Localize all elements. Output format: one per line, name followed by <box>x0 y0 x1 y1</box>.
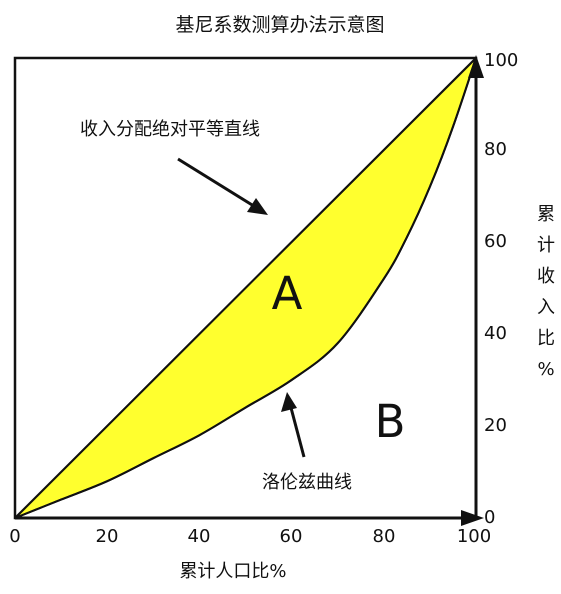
y-axis-title-char: % <box>537 359 554 380</box>
area-a-label: A <box>272 267 303 320</box>
x-tick-0: 0 <box>9 526 20 547</box>
y-axis-ticks: 0 20 40 60 80 100 <box>484 50 518 528</box>
x-axis-title: 累计人口比% <box>179 561 286 582</box>
area-b-label: B <box>375 395 406 448</box>
lorenz-curve <box>14 57 477 519</box>
x-axis-ticks: 0 20 40 60 80 100 <box>9 526 491 547</box>
x-tick-80: 80 <box>373 526 396 547</box>
y-axis-title-char: 入 <box>537 297 555 318</box>
equality-line-pointer-arrow-icon <box>247 198 268 215</box>
y-tick-80: 80 <box>484 139 507 160</box>
x-tick-20: 20 <box>96 526 119 547</box>
diagram-title: 基尼系数测算办法示意图 <box>175 14 384 36</box>
equality-line <box>14 57 477 519</box>
y-tick-100: 100 <box>484 50 518 71</box>
x-tick-40: 40 <box>188 526 211 547</box>
y-axis-title-char: 收 <box>537 266 555 287</box>
x-axis <box>15 510 484 526</box>
y-tick-60: 60 <box>484 231 507 252</box>
y-tick-20: 20 <box>484 415 507 436</box>
y-axis-title-char: 累 <box>537 204 555 225</box>
lorenz-curve-label: 洛伦兹曲线 <box>262 472 352 493</box>
y-axis-title-char: 比 <box>537 328 555 349</box>
annotation-arrows <box>177 157 306 458</box>
equality-line-label: 收入分配绝对平等直线 <box>80 119 260 140</box>
equality-line-pointer <box>177 157 258 210</box>
y-axis <box>468 55 484 518</box>
y-axis-title: 累计收入比% <box>537 204 555 380</box>
y-axis-title-char: 计 <box>537 235 555 256</box>
lorenz-curve-pointer <box>288 403 306 458</box>
y-tick-40: 40 <box>484 323 507 344</box>
y-tick-0: 0 <box>484 507 495 528</box>
x-tick-60: 60 <box>280 526 303 547</box>
y-axis-arrow-icon <box>468 55 484 78</box>
x-tick-100: 100 <box>457 526 491 547</box>
lorenz-curve-pointer-arrow-icon <box>281 392 297 412</box>
x-axis-arrow-icon <box>461 510 484 526</box>
